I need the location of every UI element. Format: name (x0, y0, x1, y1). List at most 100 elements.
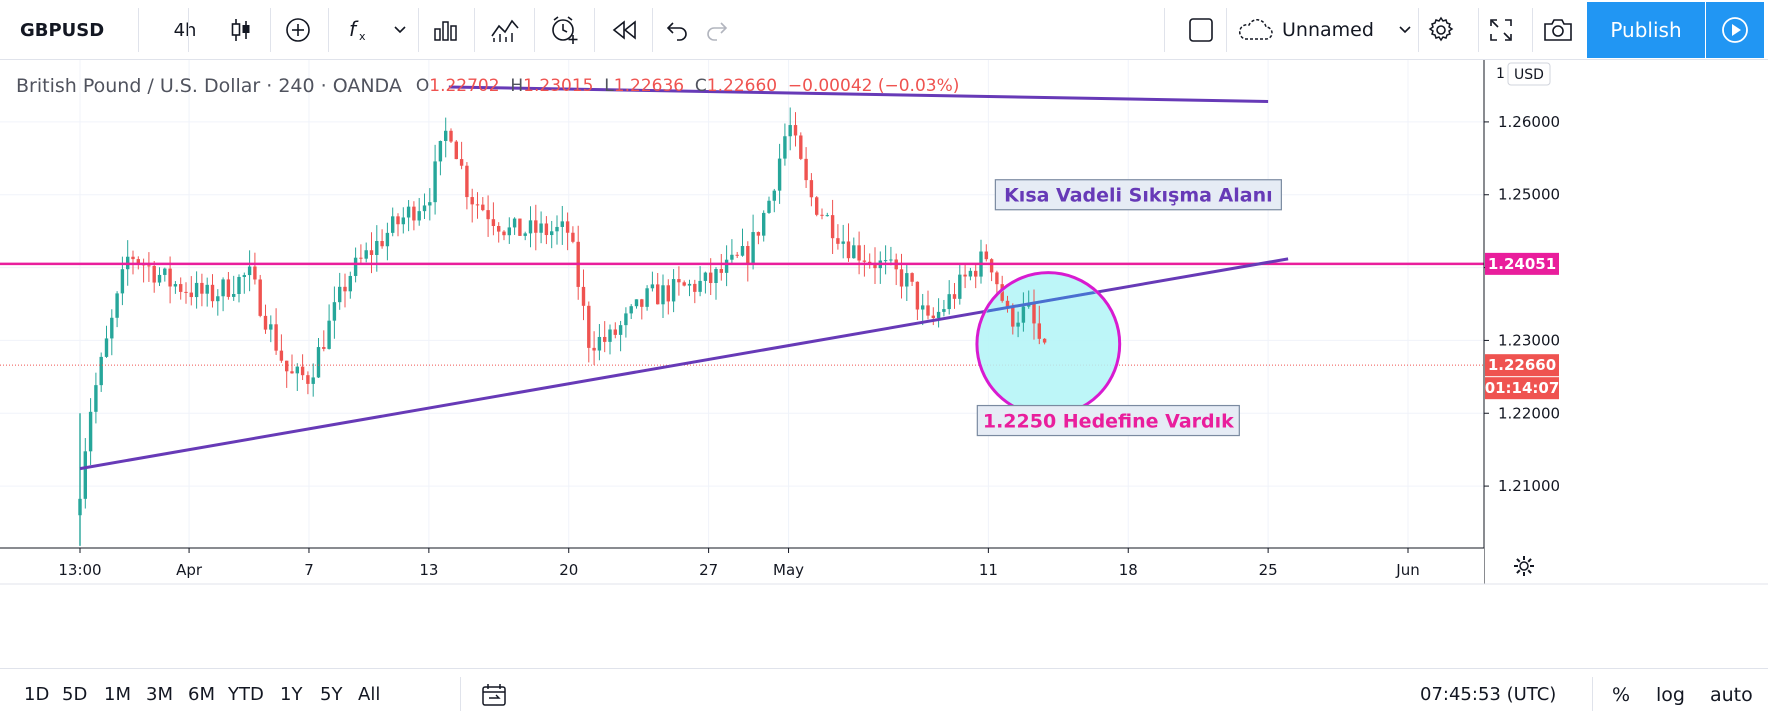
auto-toggle[interactable]: auto (1710, 683, 1753, 706)
time-tick-label: 20 (559, 561, 578, 579)
candle-up (687, 283, 692, 286)
publish-button[interactable]: Publish (1587, 2, 1705, 58)
settings-gear-icon[interactable] (1424, 0, 1458, 60)
expand-icon[interactable] (1484, 0, 1518, 60)
range-button-1m[interactable]: 1M (104, 684, 131, 705)
candle-down (518, 218, 522, 236)
financials-bar-icon[interactable] (428, 0, 464, 60)
camera-icon[interactable] (1540, 0, 1576, 60)
candle-up (428, 202, 432, 206)
candle-down (258, 279, 262, 316)
legend-close: 1.22660 (706, 76, 778, 96)
candle-down (735, 254, 739, 256)
time-tick-label: 11 (979, 561, 998, 579)
time-tick-label: Jun (1395, 561, 1419, 579)
candle-style-icon[interactable] (224, 0, 258, 60)
candle-up (364, 250, 368, 259)
candle-up (163, 268, 167, 275)
candle-up (645, 288, 649, 307)
candle-up (968, 270, 973, 277)
candle-down (263, 315, 268, 330)
time-tick-label: 7 (304, 561, 314, 579)
candle-down (1011, 307, 1015, 327)
chevron-down-icon[interactable] (386, 0, 414, 60)
range-button-all[interactable]: All (358, 684, 381, 705)
time-tick-label: 25 (1259, 561, 1278, 579)
countdown-label: 01:14:07 (1485, 379, 1560, 397)
candle-down (412, 206, 416, 221)
candle-up (883, 260, 888, 262)
play-button[interactable] (1706, 2, 1764, 58)
undo-icon[interactable] (662, 0, 692, 60)
utc-clock[interactable]: 07:45:53 (UTC) (1420, 684, 1557, 705)
candle-up (650, 284, 655, 289)
candle-down (534, 220, 538, 233)
candle-up (338, 286, 342, 303)
last-price-badge (1485, 354, 1559, 377)
gear-tooth (1516, 558, 1521, 563)
date-range-calendar-icon[interactable] (476, 669, 512, 719)
candle-down (184, 291, 188, 293)
time-tick-label: 13:00 (58, 561, 101, 579)
symbol-search[interactable]: GBPUSD (20, 19, 105, 41)
candle-down (963, 274, 967, 277)
candle-down (873, 263, 877, 269)
legend-open: 1.22702 (429, 76, 500, 96)
fullscreen-square-icon[interactable] (1184, 0, 1218, 60)
candle-up (157, 274, 162, 283)
gear-hub (1519, 561, 1529, 571)
candle-down (131, 256, 135, 260)
add-indicator-icon[interactable] (280, 0, 316, 60)
currency-badge (1507, 62, 1551, 86)
candle-down (1005, 300, 1010, 308)
legend-change: −0.00042 (−0.03%) (787, 76, 960, 96)
interval-button[interactable]: 4h (173, 19, 197, 41)
candle-down (1037, 323, 1041, 339)
candle-down (189, 292, 193, 298)
candle-up (216, 296, 220, 302)
candle-down (862, 260, 867, 262)
compare-chart-icon[interactable] (486, 0, 524, 60)
candle-up (762, 212, 766, 236)
candle-up (560, 221, 564, 227)
candle-down (168, 268, 172, 287)
candle-down (1032, 302, 1036, 324)
candle-up (618, 325, 623, 335)
axis-settings-icon[interactable] (1514, 556, 1534, 576)
log-toggle[interactable]: log (1656, 683, 1685, 706)
candle-up (237, 276, 241, 295)
layout-name-button[interactable]: Unnamed (1236, 0, 1416, 60)
candle-up (777, 158, 782, 191)
trendline-support-overlay (978, 274, 1118, 414)
candle-up (788, 125, 792, 137)
range-button-1y[interactable]: 1Y (280, 684, 303, 705)
candle-down (544, 223, 549, 236)
toolbar-divider (1478, 8, 1479, 52)
legend-l-label: L (604, 76, 614, 96)
candle-down (868, 261, 872, 264)
range-button-1d[interactable]: 1D (24, 684, 50, 705)
candle-down (1042, 338, 1047, 343)
candle-up (99, 356, 103, 386)
candle-up (852, 245, 856, 259)
redo-icon[interactable] (702, 0, 732, 60)
candle-down (306, 375, 310, 384)
candle-down (799, 135, 803, 159)
replay-rewind-icon[interactable] (606, 0, 642, 60)
range-button-5d[interactable]: 5D (62, 684, 88, 705)
price-chart[interactable]: Kısa Vadeli Sıkışma Alanı 1.2250 Hedefine… (0, 60, 1768, 668)
range-button-6m[interactable]: 6M (188, 684, 215, 705)
last-price-label: 1.22660 (1488, 356, 1556, 374)
range-button-5y[interactable]: 5Y (320, 684, 343, 705)
candle-up (385, 232, 390, 247)
range-button-3m[interactable]: 3M (146, 684, 173, 705)
candle-up (550, 231, 554, 236)
candle-up (247, 266, 252, 276)
alert-clock-icon[interactable] (546, 0, 584, 60)
candle-down (603, 336, 607, 342)
candle-down (995, 272, 999, 285)
percent-toggle[interactable]: % (1612, 683, 1631, 706)
range-button-ytd[interactable]: YTD (228, 684, 264, 705)
candle-up (921, 305, 925, 310)
